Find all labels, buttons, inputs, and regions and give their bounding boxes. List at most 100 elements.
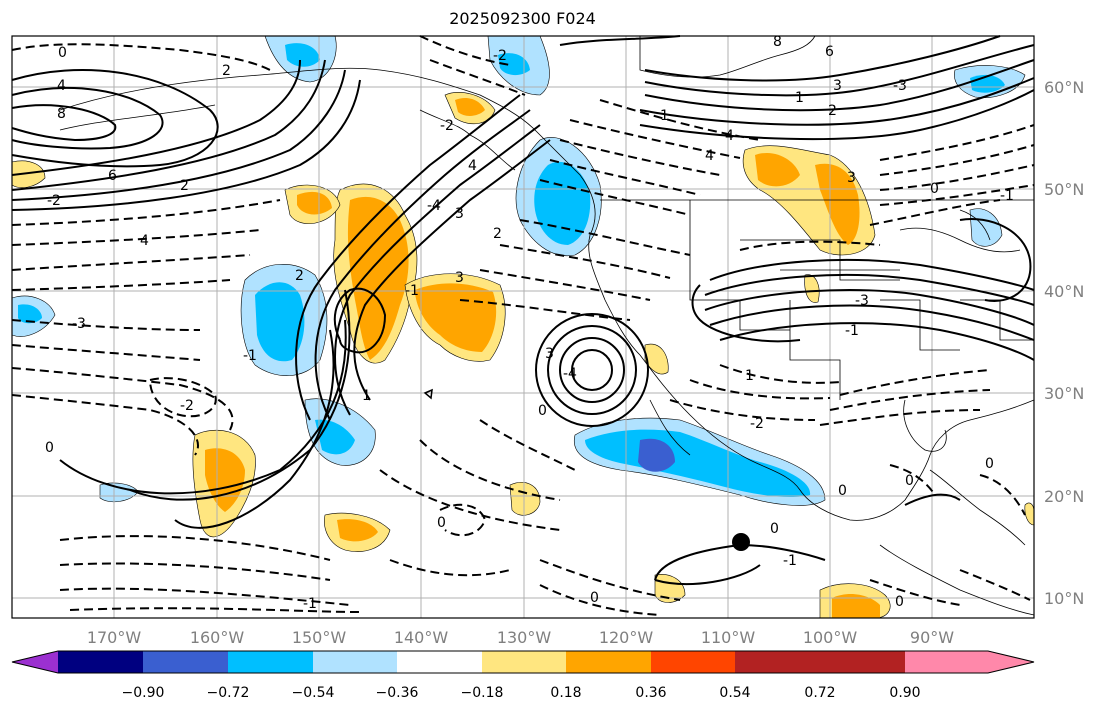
colorbar-extend-low [12,651,58,673]
contour-label: 1 [745,368,754,384]
colorbar-tick-label: −0.18 [461,685,504,701]
colorbar-segment [313,651,397,673]
colorbar-segment [735,651,820,673]
colorbar-segment [820,651,905,673]
contour-label: 0 [895,594,904,610]
contour-label: -2 [47,193,61,209]
small-triangle-marker [423,388,433,400]
latitude-labels: 60°N 50°N 40°N 30°N 20°N 10°N [1044,78,1084,608]
colorbar-tick-label: −0.36 [376,685,419,701]
contour-label: -1 [243,348,257,364]
contour-lines-dashed [11,35,1035,616]
contour-label: 2 [180,178,189,194]
contour-label: 0 [838,483,847,499]
contour-label: -1 [303,596,317,612]
contour-label: 4 [140,233,149,249]
contour-label: -3 [893,78,907,94]
contour-label: 6 [825,44,834,60]
contour-label: -1 [845,323,859,339]
lon-label-160w: 160°W [190,628,245,647]
contour-lines [11,35,1035,586]
colorbar-segment [228,651,313,673]
lon-label-150w: 150°W [292,628,347,647]
map-title: 2025092300 F024 [449,9,596,28]
contour-label: 4 [705,148,714,164]
colorbar-tick-label: −0.72 [207,685,250,701]
contour-label: -3 [72,316,86,332]
contour-label: -2 [440,118,454,134]
colorbar-tick-label: 0.36 [635,685,666,701]
contour-label: 3 [455,206,464,222]
lon-label-170w: 170°W [87,628,142,647]
contour-label: 4 [725,128,734,144]
colorbar-extend-high [905,651,1034,673]
contour-label: 8 [773,34,782,50]
contour-label: 8 [57,106,66,122]
contour-label: 0 [770,521,779,537]
contour-label: 0 [905,473,914,489]
contour-label: 0 [930,181,939,197]
map-background [12,36,1034,618]
colorbar-segment [143,651,228,673]
colorbar [11,650,1035,674]
contour-label: 1 [795,90,804,106]
contour-label: 0 [538,403,547,419]
contour-label: 1 [660,108,669,124]
location-marker [732,533,750,551]
graticule [12,36,1034,618]
contour-label: -2 [180,398,194,414]
contour-labels: 0 8 6 4 2 -2 4 8 6 3 2 -2 4 -3 -2 0 2 3 … [45,34,1014,612]
contour-label: 2 [222,63,231,79]
colorbar-tick-label: 0.18 [550,685,581,701]
colorbar-tick-label: 0.54 [719,685,750,701]
contour-label: 2 [493,226,502,242]
contour-label: 4 [468,158,477,174]
contour-label: 2 [828,103,837,119]
contour-label: 6 [108,168,117,184]
colorbar-segment [58,651,143,673]
map-frame [11,35,1035,619]
lon-label-140w: 140°W [394,628,449,647]
contour-label: 3 [455,270,464,286]
lat-label-10n: 10°N [1044,589,1084,608]
colorbar-tick-label: −0.90 [122,685,165,701]
lon-label-110w: 110°W [701,628,756,647]
lat-label-50n: 50°N [1044,180,1084,199]
lat-label-40n: 40°N [1044,282,1084,301]
colorbar-tick-label: 0.72 [804,685,835,701]
longitude-labels: 170°W 160°W 150°W 140°W 130°W 120°W 110°… [87,628,954,647]
colorbar-segment [397,651,482,673]
lat-label-30n: 30°N [1044,384,1084,403]
contour-label: -3 [855,293,869,309]
contour-label: 2 [295,268,304,284]
colorbar-outline [11,650,1035,674]
lon-label-120w: 120°W [599,628,654,647]
contour-label: 3 [545,346,554,362]
colorbar-ticks: −0.90 −0.72 −0.54 −0.36 −0.18 0.18 0.36 … [122,685,921,701]
contour-label: 0 [45,440,54,456]
contour-label: -2 [750,416,764,432]
contour-label: 0 [590,590,599,606]
contour-label: 0 [58,45,67,61]
contour-label: 3 [847,170,856,186]
lon-label-90w: 90°W [910,628,954,647]
contour-label: 3 [833,78,842,94]
colorbar-segment [566,651,651,673]
colorbar-segment [482,651,566,673]
contour-label: 0 [437,515,446,531]
contour-label: -4 [427,198,441,214]
lat-label-20n: 20°N [1044,487,1084,506]
contour-label: 1 [362,388,371,404]
coastlines-borders [59,35,1035,616]
contour-label: -1 [783,553,797,569]
lat-label-60n: 60°N [1044,78,1084,97]
contour-label: -1 [1000,188,1014,204]
colorbar-tick-label: 0.90 [889,685,920,701]
colorbar-tick-label: −0.54 [292,685,335,701]
colorbar-segment [651,651,735,673]
lon-label-130w: 130°W [497,628,552,647]
contour-label: -1 [405,283,419,299]
contour-label: 4 [57,78,66,94]
contour-label: -4 [563,366,577,382]
